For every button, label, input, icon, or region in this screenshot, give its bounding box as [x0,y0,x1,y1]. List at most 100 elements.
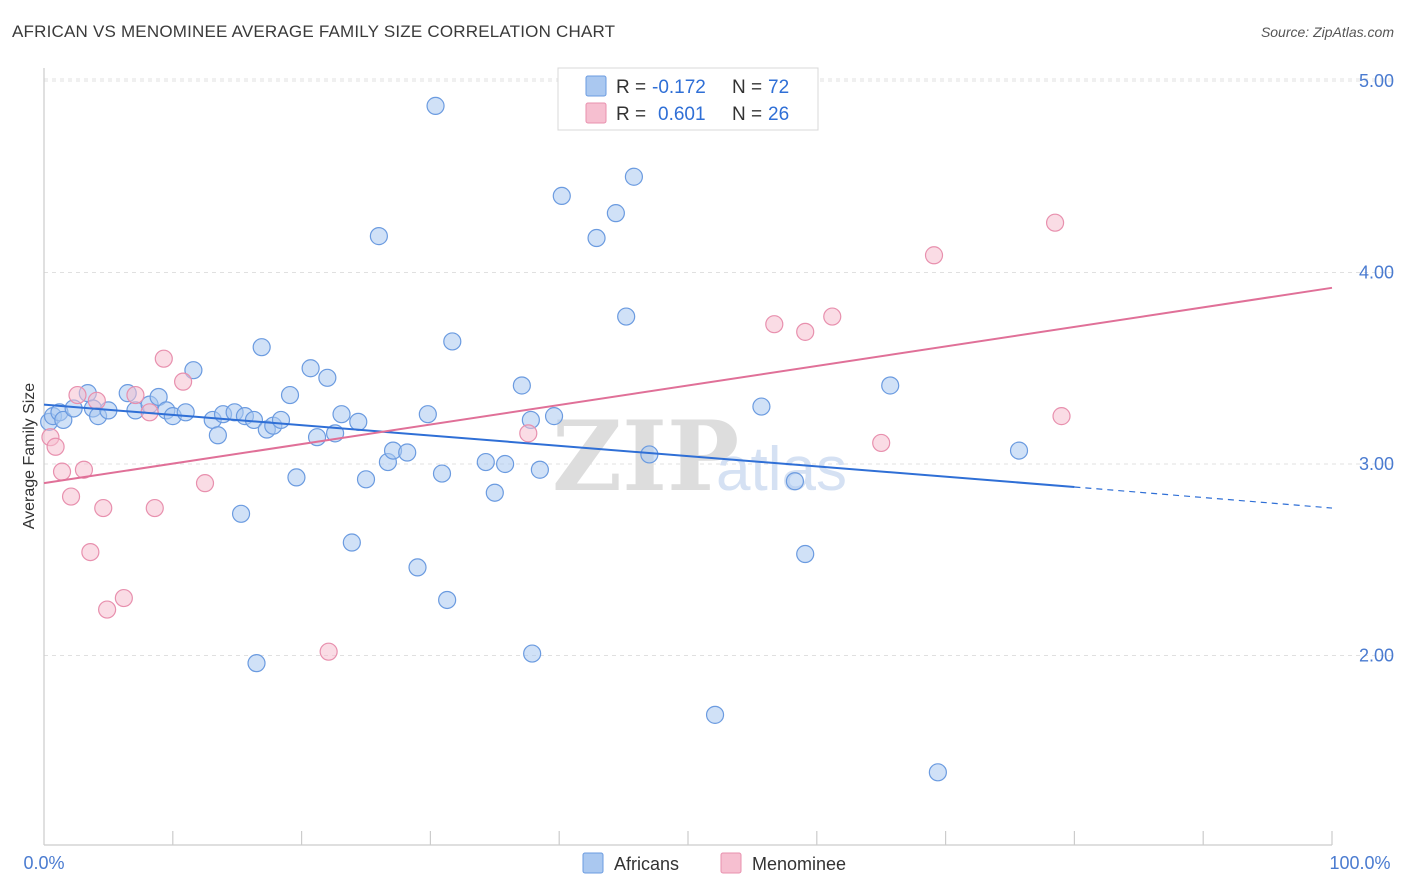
menominee-point [145,498,164,518]
y-tick-label: 3.00 [1359,454,1394,474]
bottom-legend: Africans Menominee [582,852,846,874]
legend-swatch-africans [585,75,607,97]
bottom-legend-swatch-menominee [720,852,742,874]
africans-point [426,96,445,115]
africans-point [280,385,300,405]
menominee-point [823,307,842,326]
africans-trend-line [43,403,1075,488]
menominee-point [114,588,133,608]
africans-point [485,483,504,502]
africans-point [617,307,636,326]
legend-n-label-menominee: N = [732,104,762,125]
y-tick-label: 4.00 [1359,263,1394,283]
menominee-point [924,246,944,265]
africans-point [443,332,462,351]
africans-point [432,464,452,483]
x-tick-label-min: 0.0% [23,853,64,873]
legend-box: R = -0.172 N = 72 R = 0.601 N = 26 [557,67,819,131]
africans-point [606,204,625,223]
africans-point [881,376,900,395]
africans-point [208,426,227,445]
africans-point [544,407,564,426]
menominee-point [74,460,94,479]
africans-point [247,654,266,673]
africans-point [523,644,542,663]
africans-trend-extension [1074,486,1333,509]
africans-point [1009,441,1029,460]
menominee-point [1052,407,1071,426]
africans-point [176,403,195,422]
africans-point [624,167,644,186]
legend-swatch-menominee [585,102,607,124]
x-tick-marks [172,831,1333,845]
legend-r-label-menominee: R = [616,104,646,125]
menominee-point [61,487,81,506]
menominee-point [154,349,173,368]
africans-point [552,186,571,205]
legend-n-value-menominee: 26 [768,104,789,125]
menominee-point [52,462,72,481]
legend-r-value-menominee: 0.601 [658,104,706,125]
africans-point [512,376,531,395]
africans-point [705,705,725,724]
menominee-point [796,322,815,341]
menominee-trend-line [43,286,1333,485]
bottom-legend-africans: Africans [614,854,679,874]
menominee-point [1045,213,1065,232]
menominee-point [519,424,538,443]
chart-title: AFRICAN VS MENOMINEE AVERAGE FAMILY SIZE… [12,22,616,41]
bottom-legend-swatch-africans [582,852,604,874]
africans-point [184,361,203,380]
africans-point [356,470,376,489]
africans-point [418,405,437,424]
menominee-point [319,642,338,661]
legend-n-value-africans: 72 [768,77,789,98]
menominee-point [46,437,65,456]
africans-point [587,228,606,248]
africans-point [349,412,368,431]
y-tick-label: 2.00 [1359,646,1394,666]
y-axis-label: Average Family Size [21,383,38,530]
africans-point [149,387,168,407]
bottom-legend-menominee: Menominee [752,854,846,874]
africans-point [752,397,771,416]
source-label: Source: ZipAtlas.com [1260,24,1394,40]
menominee-point [68,385,87,405]
africans-point [369,227,388,246]
africans-point [476,452,495,472]
menominee-point [81,542,100,562]
legend-n-label-africans: N = [732,77,762,98]
legend-r-value-africans: -0.172 [652,77,706,98]
menominee-point [174,372,193,391]
africans-point [318,368,337,387]
africans-point [785,472,805,491]
menominee-point [195,474,215,493]
watermark-atlas: atlas [716,435,847,504]
africans-point [496,454,515,474]
menominee-point [872,433,891,453]
menominee-point [126,385,145,405]
africans-point [54,410,73,430]
menominee-point [765,315,784,334]
grid-lines [44,78,1392,656]
africans-points [40,96,1029,782]
africans-point [301,359,320,378]
africans-point [332,405,351,424]
africans-point [530,460,549,479]
trend-lines [43,286,1333,509]
menominee-points [41,213,1071,661]
menominee-point [87,391,106,410]
africans-point [408,558,427,577]
africans-point [796,544,815,564]
menominee-point [94,498,113,518]
africans-point [271,410,291,430]
africans-point [252,338,271,357]
africans-point [438,590,457,610]
africans-point [231,504,251,523]
africans-point [928,763,947,782]
x-tick-label-max: 100.0% [1329,853,1390,873]
africans-point [287,468,306,487]
africans-point [342,533,361,552]
legend-r-label-africans: R = [616,77,646,98]
